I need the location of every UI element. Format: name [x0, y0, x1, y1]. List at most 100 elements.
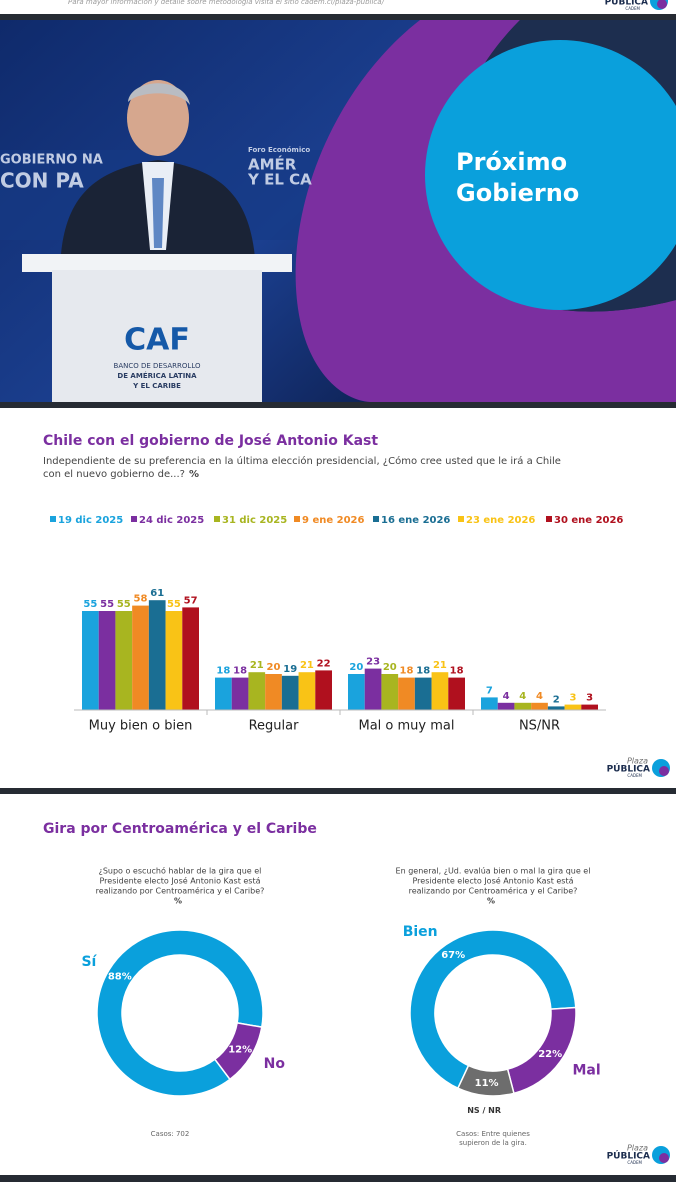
tie [152, 178, 164, 248]
divider [0, 788, 676, 794]
donut-segment [213, 1022, 263, 1081]
legend-label: 23 ene 2026 [466, 515, 535, 526]
bar [265, 674, 282, 710]
logo-top: Plaza [627, 1144, 648, 1153]
bar [98, 611, 116, 710]
question: realizando por Centroamérica y el Caribe… [409, 886, 578, 896]
bar [248, 672, 266, 710]
bar [348, 674, 365, 710]
bar [481, 697, 498, 710]
value-label: 18 [216, 666, 230, 677]
value-label: 12% [228, 1045, 252, 1056]
value-label: 19 [283, 664, 297, 675]
value-label: 55 [100, 599, 114, 610]
value-label: 61 [150, 588, 164, 599]
value-label: 58 [134, 594, 148, 605]
chart-subtitle: Independiente de su preferencia en la úl… [43, 455, 561, 467]
question: Presidente electo José Antonio Kast está [100, 876, 261, 886]
bar [215, 677, 232, 710]
chart-subtitle: con el nuevo gobierno de...? [43, 469, 185, 480]
podium-top [22, 254, 292, 272]
value-label: 21 [433, 660, 447, 671]
value-label: 4 [536, 691, 543, 702]
question-unit: % [174, 897, 182, 906]
value-label: 7 [486, 685, 493, 696]
note: Casos: Entre quienes [456, 1130, 530, 1138]
banner-title: Próximo [456, 148, 567, 176]
bar [82, 611, 99, 710]
question: Presidente electo José Antonio Kast está [413, 876, 574, 886]
value-label: 22% [538, 1049, 562, 1060]
value-label: 67% [441, 950, 465, 961]
chart-unit: % [189, 469, 199, 480]
category-label: Bien [403, 924, 438, 940]
value-label: 4 [519, 691, 526, 702]
category-label: NS / NR [467, 1106, 501, 1115]
value-label: 21 [300, 660, 314, 671]
podium-text: DE AMÉRICA LATINA [117, 371, 197, 380]
value-label: 23 [366, 657, 380, 668]
bar [148, 600, 166, 710]
logo-icon [657, 0, 667, 9]
bar [315, 670, 332, 710]
logo-sub: CADEM [627, 1160, 642, 1165]
legend-label: 16 ene 2026 [381, 515, 450, 526]
bar [531, 702, 548, 710]
legend-label: 24 dic 2025 [139, 515, 204, 526]
bar [298, 672, 316, 710]
category-label: Mal [572, 1062, 600, 1078]
chart-title: Chile con el gobierno de José Antonio Ka… [43, 433, 378, 449]
bar [564, 704, 582, 710]
bar [431, 672, 449, 710]
value-label: 18 [233, 666, 247, 677]
x-tick-label: NS/NR [519, 719, 560, 734]
value-label: 3 [569, 693, 576, 704]
value-label: 20 [267, 662, 281, 673]
category-label: Sí [81, 954, 97, 970]
legend-label: 30 ene 2026 [554, 515, 623, 526]
podium-brand: CAF [124, 323, 190, 358]
value-label: 20 [383, 662, 397, 673]
donut-segment [96, 929, 264, 1097]
value-label: 18 [416, 666, 430, 677]
value-label: 2 [553, 694, 560, 705]
value-label: 4 [503, 691, 510, 702]
legend-swatch [214, 516, 220, 522]
legend-swatch [546, 516, 552, 522]
value-label: 3 [586, 693, 593, 704]
legend-swatch [294, 516, 300, 522]
backdrop-text: GOBIERNO NA [0, 153, 103, 168]
purple-shape [295, 20, 676, 402]
question-unit: % [487, 897, 495, 906]
divider [0, 1175, 676, 1182]
value-label: 11% [475, 1078, 499, 1089]
bar [581, 704, 598, 710]
podium-text: Y EL CARIBE [132, 382, 181, 390]
category-label: No [264, 1056, 286, 1072]
x-tick-label: Mal o muy mal [359, 719, 455, 734]
value-label: 22 [317, 658, 331, 669]
note: supieron de la gira. [459, 1139, 527, 1147]
backdrop-text: Foro Económico [248, 146, 310, 154]
logo-main: PÚBLICA [607, 1150, 650, 1162]
value-label: 55 [117, 599, 131, 610]
logo-sub: CADEM [625, 6, 640, 11]
logo-sub: CADEM [627, 773, 642, 778]
bar [281, 675, 299, 710]
value-label: 18 [450, 666, 464, 677]
banner-title: Gobierno [456, 179, 579, 207]
backdrop-text: AMÉR [248, 155, 297, 174]
value-label: 20 [349, 662, 363, 673]
legend-swatch [458, 516, 464, 522]
bar [132, 605, 149, 710]
logo-top: Plaza [627, 757, 648, 766]
divider [0, 14, 676, 20]
legend-label: 31 dic 2025 [222, 515, 287, 526]
bar [115, 611, 133, 710]
legend-label: 9 ene 2026 [302, 515, 364, 526]
bar [414, 677, 432, 710]
podium-text: BANCO DE DESARROLLO [114, 362, 201, 370]
backdrop-text: CON PA [0, 169, 84, 193]
